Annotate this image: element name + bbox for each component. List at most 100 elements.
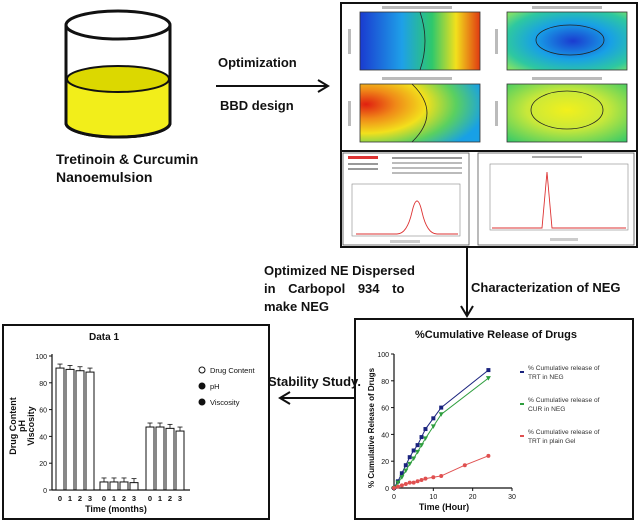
- stab-bar: [85, 371, 95, 491]
- release-point-cur-neg: [395, 480, 401, 486]
- stab-bar: [65, 368, 75, 491]
- release-point-trt-plain: [431, 475, 436, 480]
- stab-x-tick-label: 3: [178, 494, 182, 503]
- stab-bar: [99, 481, 109, 491]
- release-x-tick-label: 10: [429, 494, 437, 501]
- stab-x-tick-label: 0: [148, 494, 152, 503]
- release-point-trt-plain: [407, 480, 412, 485]
- release-point-cur-neg: [485, 376, 491, 381]
- release-y-label: % Cumulative Release of Drugs: [367, 367, 376, 488]
- stability-chart-title: Data 1: [89, 332, 119, 343]
- characterization-label: Characterization of NEG: [471, 280, 621, 295]
- release-y-tick-label: 60: [381, 406, 389, 413]
- stab-legend-marker: [198, 398, 206, 406]
- stab-legend-marker: [198, 382, 206, 390]
- release-point-trt-plain: [439, 473, 444, 478]
- release-x-tick-label: 30: [508, 494, 516, 501]
- optimization-label: Optimization: [218, 55, 297, 70]
- stab-bar: [109, 481, 119, 491]
- release-point-trt-neg: [403, 463, 408, 468]
- release-point-trt-neg: [486, 368, 491, 373]
- release-point-cur-neg: [438, 412, 444, 417]
- beaker-liquid: [67, 79, 169, 136]
- release-point-trt-plain: [399, 483, 404, 488]
- stab-y-tick-label: 40: [39, 434, 47, 441]
- release-point-cur-neg: [403, 468, 409, 474]
- stab-bar: [145, 426, 155, 491]
- release-point-trt-plain: [415, 479, 420, 484]
- release-point-trt-neg: [439, 405, 444, 410]
- release-point-trt-plain: [395, 484, 400, 489]
- release-point-cur-neg: [430, 424, 436, 429]
- arrow-down-icon: [460, 248, 474, 318]
- stab-y-tick-label: 60: [39, 408, 47, 415]
- stab-legend-label: Viscosity: [210, 398, 240, 407]
- stab-x-tick-label: 3: [88, 494, 92, 503]
- stab-y-tick-label: 20: [39, 461, 47, 468]
- release-chart: %Cumulative Release of Drugs % Cumulativ…: [367, 329, 600, 512]
- stab-x-tick-label: 0: [102, 494, 106, 503]
- release-point-trt-plain: [403, 481, 408, 486]
- stability-chart-panel: Data 1 Drug Content pH Viscosity Time (m…: [2, 324, 270, 520]
- release-y-tick-label: 40: [381, 432, 389, 439]
- stab-legend-label: Drug Content: [210, 366, 256, 375]
- stab-bar: [175, 430, 185, 491]
- stability-chart: Data 1 Drug Content pH Viscosity Time (m…: [8, 332, 256, 514]
- release-point-trt-neg: [415, 443, 420, 448]
- stab-y-tick-label: 80: [39, 381, 47, 388]
- stab-bar: [155, 426, 165, 491]
- beaker-illustration: [64, 9, 172, 139]
- beaker-label: Tretinoin & Curcumin Nanoemulsion: [56, 150, 198, 186]
- release-chart-panel: %Cumulative Release of Drugs % Cumulativ…: [354, 318, 634, 520]
- stab-bar: [55, 367, 65, 491]
- release-point-trt-neg: [431, 416, 436, 421]
- bbd-design-label: BBD design: [220, 98, 294, 113]
- optimized-ne-line2: in Carbopol 934 to: [264, 281, 405, 296]
- stability-y-label-2: pH: [17, 420, 27, 432]
- stability-y-label-3: Viscosity: [26, 406, 36, 445]
- release-legend-label: % Cumulative release of TRT in NEG: [528, 365, 600, 381]
- optimized-ne-label: Optimized NE Dispersed in Carbopol 934 t…: [264, 262, 415, 316]
- stab-y-tick-label: 0: [43, 488, 47, 495]
- stab-x-tick-label: 1: [158, 494, 162, 503]
- release-point-trt-neg: [411, 448, 416, 453]
- release-y-tick-label: 20: [381, 459, 389, 466]
- release-series-line: [393, 377, 489, 489]
- release-point-cur-neg: [411, 456, 417, 462]
- beaker-label-line2: Nanoemulsion: [56, 169, 153, 185]
- release-x-tick-label: 20: [469, 494, 477, 501]
- stability-y-label-1: Drug Content: [8, 397, 18, 455]
- release-point-cur-neg: [415, 449, 421, 455]
- release-point-trt-neg: [407, 455, 412, 460]
- release-y-tick-label: 80: [381, 379, 389, 386]
- release-y-tick-label: 0: [385, 486, 389, 493]
- release-point-trt-plain: [411, 480, 416, 485]
- release-point-cur-neg: [407, 461, 413, 467]
- stab-x-tick-label: 1: [68, 494, 72, 503]
- release-legend-label: % Cumulative release of CUR in NEG: [528, 397, 600, 413]
- release-point-cur-neg: [399, 475, 405, 480]
- arrow-to-bbd-icon: [216, 79, 330, 93]
- release-x-tick-label: 0: [392, 494, 396, 501]
- release-point-cur-neg: [419, 443, 425, 448]
- bbd-contour-panel: [340, 2, 638, 152]
- stab-legend-marker: [198, 366, 206, 374]
- release-legend-label: % Cumulative release of TRT in plain Gel: [528, 429, 600, 445]
- stab-x-tick-label: 2: [168, 494, 172, 503]
- stab-bar: [129, 482, 139, 491]
- stab-bar: [75, 370, 85, 491]
- characterization-reports-panel: [340, 150, 638, 248]
- release-point-trt-plain: [462, 463, 467, 468]
- stab-x-tick-label: 3: [132, 494, 136, 503]
- stab-x-tick-label: 0: [58, 494, 62, 503]
- stability-x-label: Time (months): [85, 504, 147, 514]
- stab-x-tick-label: 2: [122, 494, 126, 503]
- arrow-left-icon: [278, 391, 354, 405]
- release-point-trt-plain: [423, 476, 428, 481]
- beaker-label-line1: Tretinoin & Curcumin: [56, 151, 199, 167]
- optimized-ne-line1: Optimized NE Dispersed: [264, 263, 415, 278]
- release-point-trt-plain: [419, 477, 424, 482]
- stab-bar: [165, 427, 175, 491]
- stab-x-tick-label: 1: [112, 494, 116, 503]
- stab-legend-label: pH: [210, 382, 220, 391]
